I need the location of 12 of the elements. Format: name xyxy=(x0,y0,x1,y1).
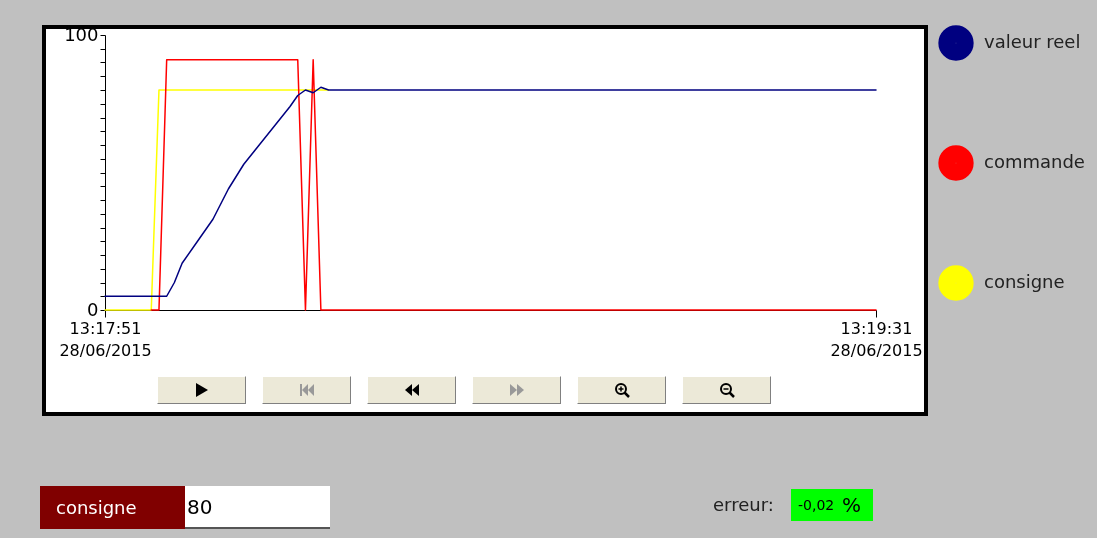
legend-label: valeur reel xyxy=(984,31,1081,52)
legend-label: commande xyxy=(984,151,1085,172)
x-tick-label: 13:17:51 28/06/2015 xyxy=(59,318,152,360)
text: % xyxy=(842,492,862,519)
x-tick-label: 13:19:31 28/06/2015 xyxy=(830,318,923,360)
y-tick-label: 0 xyxy=(87,298,99,320)
text: erreur: xyxy=(713,494,774,515)
text: -0,02 xyxy=(798,497,835,513)
line-series xyxy=(104,86,877,297)
text: consigne xyxy=(40,486,185,529)
text: 80 xyxy=(185,486,330,529)
legend-label: consigne xyxy=(984,271,1065,292)
